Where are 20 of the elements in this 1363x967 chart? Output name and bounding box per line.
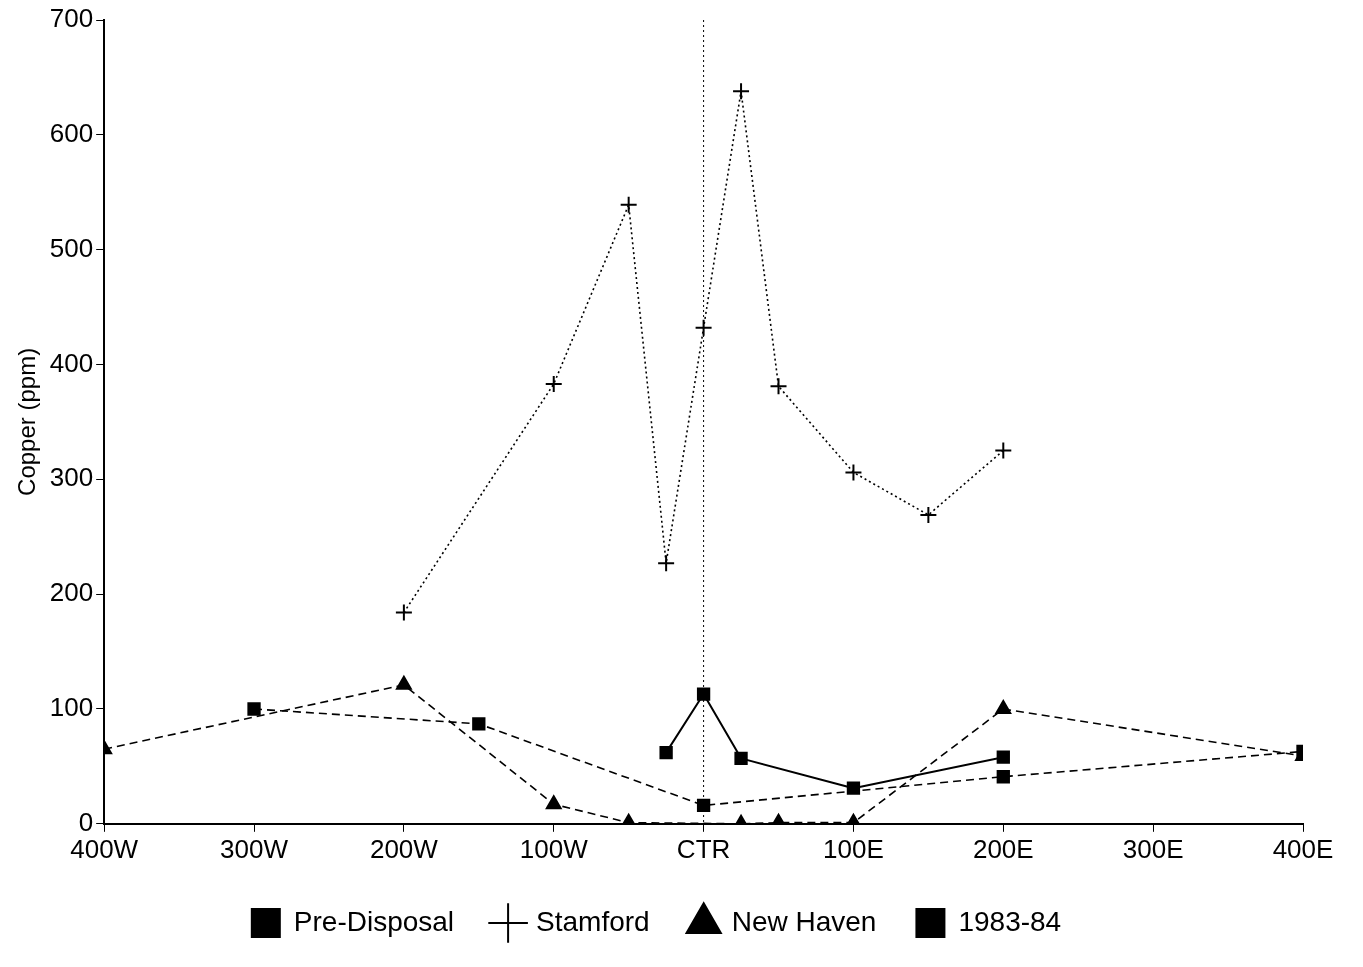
x-tick-label: CTR (676, 833, 731, 864)
x-tick-label: 100W (519, 833, 589, 864)
y-tick-label: 500 (49, 232, 94, 263)
legend-label: New Haven (731, 905, 877, 937)
x-tick-label: 300E (1122, 833, 1184, 864)
x-tick-label: 400E (1272, 833, 1334, 864)
y-tick-label: 200 (49, 577, 94, 608)
x-tick-label: 200W (369, 833, 439, 864)
y-tick-label: 100 (49, 692, 94, 723)
x-tick-label: 100E (823, 833, 884, 864)
y-tick-label: 400 (49, 347, 94, 378)
legend-label: Pre-Disposal (293, 905, 455, 937)
legend-label: 1983-84 (958, 905, 1062, 937)
y-axis-title: Copper (ppm) (13, 347, 41, 496)
x-tick-label: 300W (220, 833, 289, 864)
y-tick-label: 600 (49, 118, 94, 148)
y-tick-label: 700 (49, 3, 94, 34)
x-tick-label: 200E (972, 833, 1034, 864)
legend-label: Stamford (536, 905, 650, 937)
y-tick-label: 300 (49, 462, 94, 493)
